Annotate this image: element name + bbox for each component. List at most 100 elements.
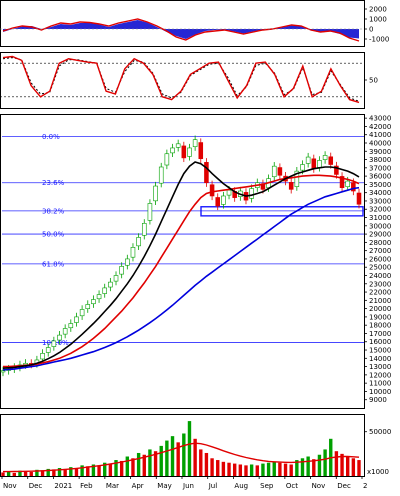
volume-bar	[283, 463, 288, 476]
candle-body	[198, 142, 204, 160]
y-tick-label: -1000	[369, 36, 389, 44]
candle-body	[119, 266, 124, 275]
candle-body	[187, 147, 192, 157]
y-tick-label: 43000	[369, 115, 391, 123]
x-tick-label: Jul	[208, 482, 218, 490]
volume-bar	[159, 445, 163, 476]
oscillator-frame	[0, 0, 365, 47]
volume-bar	[295, 460, 299, 476]
volume-bar	[6, 471, 11, 476]
y-tick-label: 50	[369, 77, 378, 85]
candle-body	[277, 167, 283, 176]
volume-bar	[255, 465, 259, 476]
volume-bar	[261, 463, 265, 476]
volume-bar	[182, 433, 186, 476]
candle-body	[57, 334, 62, 341]
fibonacci-label: 38.2%	[42, 207, 65, 215]
candle-body	[141, 223, 147, 236]
candle-body	[181, 145, 187, 159]
candle-body	[136, 237, 141, 247]
stochastic-frame	[0, 52, 365, 109]
volume-bar	[69, 467, 73, 476]
volume-bar	[46, 468, 50, 476]
y-tick-label: 0	[369, 26, 373, 34]
volume-bar	[216, 460, 220, 476]
y-tick-label: 2000	[369, 6, 387, 14]
volume-bar	[148, 449, 152, 476]
candle-body	[170, 147, 175, 154]
stochastic-k-line	[2, 55, 360, 104]
price-panel: 0.0%23.6%38.2%50.0%61.8%100.0%9000100001…	[0, 114, 391, 409]
volume-bar	[103, 462, 107, 476]
oscillator-panel-top: 2000 1000 0 -1000	[0, 0, 389, 47]
y-tick-label: 34000	[369, 189, 391, 197]
stochastic-panel: 50	[0, 52, 378, 109]
candle-body	[288, 182, 294, 190]
candle-body	[74, 316, 79, 323]
y-tick-label: 26000	[369, 255, 391, 263]
candle-body	[79, 309, 85, 317]
candle-body	[221, 195, 226, 205]
y-tick-label: 11000	[369, 380, 391, 388]
candle-body	[356, 192, 362, 205]
volume-bar	[165, 440, 169, 476]
volume-bar	[266, 462, 271, 476]
x-tick-label: 2021	[54, 482, 72, 490]
y-tick-label: 42000	[369, 123, 391, 131]
x-tick-label: 2	[363, 482, 367, 490]
x-tick-label: Dec	[29, 482, 43, 490]
x-tick-label: Oct	[286, 482, 298, 490]
volume-bar	[57, 468, 62, 476]
fibonacci-label: 0.0%	[42, 133, 60, 141]
volume-bar	[238, 464, 243, 476]
candle-body	[85, 304, 91, 310]
x-tick-label: Sep	[260, 482, 274, 490]
fibonacci-label: 50.0%	[42, 231, 65, 239]
volume-bar	[12, 472, 16, 476]
y-tick-label: 39000	[369, 148, 391, 156]
x-tick-label: Apr	[132, 482, 144, 490]
oscillator-signal-line	[2, 18, 360, 42]
y-tick-label: 19000	[369, 313, 391, 321]
candle-body	[68, 323, 74, 329]
candle-body	[113, 275, 119, 282]
candle-body	[249, 188, 254, 199]
volume-bar	[312, 459, 316, 476]
candle-body	[294, 170, 300, 187]
y-tick-label: 17000	[369, 330, 391, 338]
volume-bar	[23, 471, 28, 476]
y-tick-label: 23000	[369, 280, 391, 288]
volume-bar	[244, 465, 248, 476]
y-tick-label: 14000	[369, 355, 391, 363]
volume-bar	[210, 458, 214, 476]
fibonacci-label: 23.6%	[42, 179, 65, 187]
candle-body	[62, 328, 68, 335]
x-tick-label: May	[157, 482, 171, 490]
y-tick-label: 28000	[369, 239, 391, 247]
volume-bar	[317, 454, 322, 476]
y-tick-label: 27000	[369, 247, 391, 255]
volume-bar	[176, 442, 180, 476]
ma-blue-line	[2, 186, 360, 371]
volume-bar	[289, 464, 293, 476]
candle-body	[125, 258, 130, 266]
volume-bar	[86, 466, 90, 476]
y-tick-label: 12000	[369, 371, 391, 379]
y-tick-label: 16000	[369, 338, 391, 346]
ma-red-line	[3, 174, 360, 368]
y-tick-label: 33000	[369, 197, 391, 205]
volume-bar	[18, 470, 22, 476]
volume-bar	[108, 463, 113, 476]
volume-bar	[125, 456, 130, 476]
candle-body	[317, 160, 322, 168]
volume-bar	[193, 438, 197, 476]
x-tick-label: Nov	[3, 482, 17, 490]
candle-body	[322, 155, 328, 160]
volume-bar	[80, 465, 84, 476]
candle-body	[209, 184, 215, 197]
y-tick-label: 9000	[369, 396, 387, 404]
y-tick-label: 50000	[369, 428, 391, 436]
y-tick-label: 38000	[369, 156, 391, 164]
candle-body	[91, 299, 96, 305]
